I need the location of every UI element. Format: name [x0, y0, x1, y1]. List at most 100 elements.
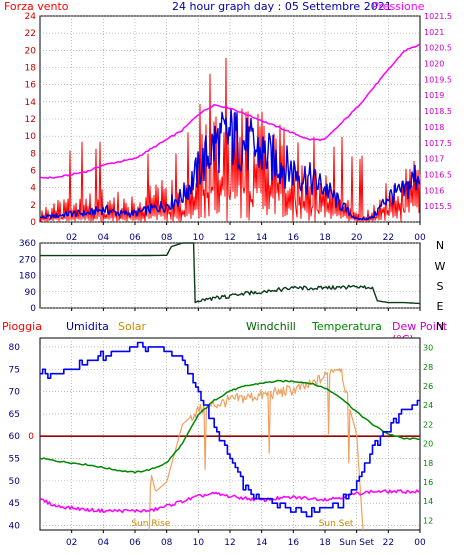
wind-y-tick-label: 0	[30, 218, 36, 228]
compass-label: W	[435, 260, 446, 273]
wind-x-tick-label: 08	[161, 233, 173, 243]
rain-tick-label: 0	[28, 432, 34, 442]
direction-y-tick-label: 180	[19, 272, 36, 282]
temperature-y-tick-label: 22	[423, 420, 433, 429]
wind-axis-title: Forza vento	[4, 0, 69, 13]
wind-direction-line	[40, 242, 421, 305]
compass-label: E	[437, 300, 444, 313]
wind-y-tick-label: 20	[25, 46, 37, 56]
wind-y-tick-label: 14	[25, 98, 37, 108]
pressure-y-tick-label: 1021	[424, 28, 444, 37]
temperature-y-tick-label: 30	[423, 344, 433, 353]
climate-x-tick-label: 12	[224, 538, 235, 548]
climate-x-tick-label: 10	[193, 538, 205, 548]
pressure-y-tick-label: 1019	[424, 91, 444, 100]
wind-x-tick-label: 12	[224, 233, 235, 243]
humidity-y-tick-label: 60	[9, 432, 21, 442]
temperature-axis-title: Temperatura	[312, 320, 382, 333]
direction-y-tick-label: 0	[30, 304, 36, 314]
wind-y-tick-label: 18	[25, 64, 37, 74]
humidity-y-tick-label: 70	[9, 388, 21, 398]
direction-y-tick-label: 360	[19, 239, 36, 249]
sunrise-label: Sun Rise	[131, 519, 170, 529]
wind-x-tick-label: 22	[383, 233, 394, 243]
chart-title: 24 hour graph day : 05 Settembre 2021	[172, 0, 392, 13]
humidity-y-tick-label: 45	[9, 499, 20, 509]
climate-x-tick-label: 22	[383, 538, 394, 548]
wind-average-line	[39, 107, 421, 221]
climate-x-tick-label: Sun Set	[339, 538, 374, 548]
pressure-line	[39, 43, 421, 180]
pressure-y-tick-label: 1018	[424, 123, 444, 132]
climate-x-tick-label: 18	[319, 538, 331, 548]
rain-axis-title: Pioggia	[2, 320, 42, 333]
wind-y-tick-label: 12	[25, 115, 36, 125]
wind-x-tick-label: 10	[193, 233, 205, 243]
humidity-y-tick-label: 65	[9, 410, 20, 420]
pressure-y-tick-label: 1017	[424, 155, 444, 164]
lower-header: Pioggia Umidita Solar Windchill Temperat…	[0, 320, 466, 346]
solar-axis-title: Solar	[118, 320, 147, 333]
pressure-y-tick-label: 1015.5	[424, 202, 452, 211]
humidity-axis-title: Umidita	[66, 320, 109, 333]
wind-y-tick-label: 2	[30, 201, 36, 211]
dewpoint-line	[39, 489, 421, 514]
temperature-y-tick-label: 20	[423, 440, 433, 449]
wind-x-tick-label: 06	[129, 233, 141, 243]
wind-x-tick-label: 16	[288, 233, 300, 243]
pressure-y-tick-label: 1019.5	[424, 75, 452, 84]
compass-label: N	[436, 239, 444, 252]
pressure-y-tick-label: 1016.5	[424, 170, 452, 179]
wind-x-tick-label: 00	[414, 233, 426, 243]
wind-x-tick-label: 18	[319, 233, 331, 243]
climate-x-tick-label: 14	[256, 538, 268, 548]
wind-y-tick-label: 4	[30, 184, 36, 194]
humidity-y-tick-label: 50	[9, 477, 21, 487]
wind-y-tick-label: 22	[25, 29, 36, 39]
wind-y-tick-label: 6	[30, 167, 36, 177]
humidity-y-tick-label: 55	[9, 455, 20, 465]
pressure-y-tick-label: 1020	[424, 60, 444, 69]
wind-x-tick-label: 02	[66, 233, 77, 243]
temperature-y-tick-label: 28	[423, 363, 433, 372]
temperature-y-tick-label: 14	[423, 497, 433, 506]
temperature-y-tick-label: 12	[423, 516, 433, 525]
pressure-axis-title: Pressione	[372, 0, 425, 13]
wind-y-tick-label: 8	[30, 149, 36, 159]
upper-header: Forza vento 24 hour graph day : 05 Sette…	[0, 0, 466, 14]
pressure-y-tick-label: 1017.5	[424, 139, 452, 148]
climate-x-tick-label: 04	[98, 538, 110, 548]
temperature-y-tick-label: 26	[423, 382, 433, 391]
temperature-y-tick-label: 24	[423, 401, 433, 410]
temperature-y-tick-label: 16	[423, 478, 433, 487]
direction-y-tick-label: 90	[25, 288, 37, 298]
wind-y-tick-label: 24	[25, 12, 37, 22]
climate-x-tick-label: 08	[161, 538, 173, 548]
climate-x-tick-label: 06	[129, 538, 141, 548]
humidity-y-tick-label: 40	[9, 522, 21, 532]
pressure-y-tick-label: 1016	[424, 186, 444, 195]
wind-x-tick-label: 20	[351, 233, 363, 243]
pressure-y-tick-label: 1021.5	[424, 12, 452, 21]
climate-x-tick-label: 00	[414, 538, 426, 548]
compass-label: N	[436, 320, 444, 333]
humidity-y-tick-label: 75	[9, 365, 20, 375]
temperature-line	[39, 379, 421, 474]
direction-y-tick-label: 270	[19, 255, 36, 265]
temperature-y-tick-label: 18	[423, 459, 433, 468]
compass-label: S	[437, 280, 444, 293]
wind-x-tick-label: 14	[256, 233, 268, 243]
climate-x-tick-label: 02	[66, 538, 77, 548]
climate-x-tick-label: 16	[288, 538, 300, 548]
wind-y-tick-label: 10	[25, 132, 37, 142]
solar-line	[148, 368, 364, 531]
wind-x-tick-label: 04	[98, 233, 110, 243]
pressure-y-tick-label: 1018.5	[424, 107, 452, 116]
sunset-label: Sun Set	[319, 519, 354, 529]
windchill-axis-title: Windchill	[246, 320, 296, 333]
humidity-y-tick-label: 80	[9, 343, 21, 353]
wind-y-tick-label: 16	[25, 81, 37, 91]
humidity-line	[40, 341, 420, 518]
